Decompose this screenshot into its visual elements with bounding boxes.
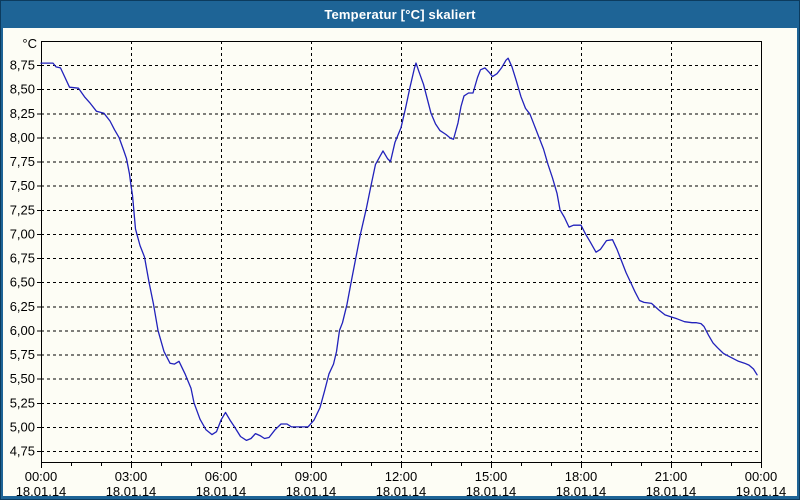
x-axis-date-label: 18.01.14 <box>16 484 67 496</box>
window-title: Temperatur [°C] skaliert <box>324 6 476 22</box>
y-axis-tick-label: 6,00 <box>10 323 35 338</box>
y-axis-tick-label: 8,00 <box>10 130 35 145</box>
x-axis-time-label: 18:00 <box>565 469 598 484</box>
x-axis-date-label: 18.01.14 <box>556 484 607 496</box>
y-axis-tick-label: 8,50 <box>10 82 35 97</box>
x-axis-time-label: 00:00 <box>25 469 58 484</box>
y-axis-tick-label: 7,00 <box>10 226 35 241</box>
x-axis-time-label: 00:00 <box>745 469 778 484</box>
x-axis-labels: 00:0018.01.1403:0018.01.1406:0018.01.140… <box>16 469 787 496</box>
x-axis-time-label: 06:00 <box>205 469 238 484</box>
plot-border <box>41 41 762 463</box>
y-axis-tick-label: 7,25 <box>10 202 35 217</box>
x-axis-date-label: 18.01.14 <box>286 484 337 496</box>
y-axis-tick-label: 7,50 <box>10 178 35 193</box>
y-axis-tick-label: 5,25 <box>10 395 35 410</box>
temperature-series-line <box>40 57 758 442</box>
x-axis-date-label: 18.01.14 <box>106 484 157 496</box>
y-axis-tick-label: 4,75 <box>10 444 35 459</box>
x-axis-date-label: 18.01.14 <box>196 484 247 496</box>
y-axis-tick-label: 8,25 <box>10 106 35 121</box>
y-axis-tick-label: 6,75 <box>10 251 35 266</box>
window-titlebar: Temperatur [°C] skaliert <box>3 0 797 28</box>
x-axis-date-label: 19.01.14 <box>736 484 787 496</box>
y-axis-tick-label: 7,75 <box>10 154 35 169</box>
x-axis-time-label: 15:00 <box>475 469 508 484</box>
chart-container: 8,75 8,50 8,25 8,00 7,75 7,50 7,25 7,00 6,75 6,50… <box>3 28 797 496</box>
y-axis-tick-label: 8,75 <box>10 58 35 73</box>
y-axis-tick-label: 6,25 <box>10 299 35 314</box>
y-axis-tick-label: 5,00 <box>10 419 35 434</box>
y-axis-tick-label: 5,50 <box>10 371 35 386</box>
gridlines <box>41 41 761 462</box>
x-axis-time-label: 03:00 <box>115 469 148 484</box>
x-axis-date-label: 18.01.14 <box>646 484 697 496</box>
x-axis-date-label: 18.01.14 <box>376 484 427 496</box>
x-axis-date-label: 18.01.14 <box>466 484 517 496</box>
y-axis-labels: 8,75 8,50 8,25 8,00 7,75 7,50 7,25 7,00 6,75 6,50… <box>10 36 37 459</box>
y-axis-tick-label: 5,75 <box>10 347 35 362</box>
y-axis-tick-label: 6,50 <box>10 275 35 290</box>
x-axis-time-label: 09:00 <box>295 469 328 484</box>
y-axis-unit-label: °C <box>22 36 37 51</box>
temperature-line-chart: 8,75 8,50 8,25 8,00 7,75 7,50 7,25 7,00 6,75 6,50… <box>10 36 787 496</box>
x-axis-time-label: 21:00 <box>655 469 688 484</box>
x-axis-time-label: 12:00 <box>385 469 418 484</box>
